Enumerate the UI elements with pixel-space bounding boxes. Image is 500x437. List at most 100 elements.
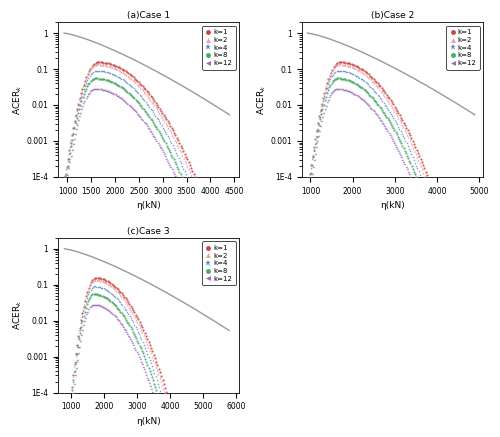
Point <box>408 142 416 149</box>
Point <box>384 115 392 122</box>
Point <box>392 143 400 150</box>
Point <box>85 295 93 302</box>
Point <box>63 425 71 432</box>
Point <box>152 124 160 131</box>
Point <box>332 86 340 93</box>
X-axis label: η(kN): η(kN) <box>380 201 405 210</box>
Point <box>386 108 394 115</box>
Point <box>417 163 425 170</box>
Point <box>188 209 196 216</box>
Point <box>102 280 110 287</box>
Point <box>78 106 86 113</box>
Point <box>150 102 158 109</box>
Point <box>182 160 190 167</box>
Point <box>335 67 343 74</box>
Point <box>90 301 98 308</box>
Point <box>97 284 105 291</box>
Point <box>108 280 116 287</box>
Point <box>66 143 74 150</box>
Point <box>73 341 81 348</box>
Point <box>110 62 118 69</box>
Point <box>63 425 71 432</box>
Point <box>458 209 466 216</box>
Point <box>382 90 390 97</box>
Point <box>166 137 174 144</box>
Point <box>388 112 396 119</box>
Point <box>114 296 122 303</box>
Point <box>360 68 368 75</box>
Point <box>427 209 435 216</box>
Point <box>92 86 100 93</box>
Point <box>152 99 160 106</box>
Point <box>438 209 446 216</box>
Point <box>69 373 77 380</box>
Point <box>176 425 184 432</box>
Point <box>194 425 202 432</box>
Point <box>80 302 88 309</box>
Point <box>149 118 157 125</box>
Point <box>369 86 377 93</box>
Point <box>323 90 331 97</box>
Point <box>198 209 206 216</box>
Point <box>166 402 174 409</box>
Point <box>166 425 174 432</box>
Point <box>84 81 92 88</box>
Point <box>450 209 458 216</box>
Point <box>208 209 216 216</box>
Point <box>424 205 432 212</box>
Point <box>372 111 380 118</box>
Point <box>178 425 186 432</box>
Point <box>90 277 98 284</box>
Point <box>364 102 372 109</box>
Point <box>132 323 140 330</box>
Point <box>86 288 94 295</box>
Point <box>136 358 144 365</box>
Point <box>164 124 172 131</box>
Point <box>60 425 68 432</box>
Point <box>77 319 85 326</box>
Point <box>92 67 100 74</box>
Point <box>314 121 322 128</box>
Point <box>144 89 152 96</box>
Point <box>170 170 177 177</box>
Point <box>142 98 150 105</box>
Point <box>430 209 438 216</box>
Point <box>134 316 142 323</box>
Point <box>66 395 74 402</box>
Point <box>132 96 140 103</box>
Point <box>208 425 216 432</box>
Point <box>116 291 124 298</box>
Point <box>308 161 316 168</box>
Point <box>90 291 98 298</box>
Point <box>182 425 190 432</box>
Point <box>176 425 184 432</box>
Point <box>177 160 185 166</box>
Point <box>65 146 73 153</box>
Point <box>381 101 389 108</box>
Point <box>113 81 121 88</box>
Point <box>380 122 388 129</box>
Point <box>149 132 157 139</box>
Point <box>136 345 144 352</box>
Point <box>308 152 316 159</box>
Point <box>154 103 162 110</box>
Legend: k=1, k=2, k=4, k=8, k=12: k=1, k=2, k=4, k=8, k=12 <box>202 242 235 285</box>
Point <box>406 136 413 143</box>
Point <box>312 133 320 140</box>
Point <box>126 305 134 312</box>
Point <box>354 64 362 71</box>
Point <box>83 294 91 301</box>
Point <box>406 157 413 164</box>
Point <box>154 139 162 146</box>
Point <box>64 425 72 432</box>
Point <box>100 285 108 292</box>
Point <box>71 130 79 137</box>
Point <box>407 139 415 146</box>
Point <box>132 80 140 87</box>
Point <box>83 301 91 308</box>
Point <box>146 383 154 390</box>
Point <box>128 338 136 345</box>
Point <box>395 149 403 156</box>
Point <box>140 353 148 360</box>
Point <box>125 73 133 80</box>
